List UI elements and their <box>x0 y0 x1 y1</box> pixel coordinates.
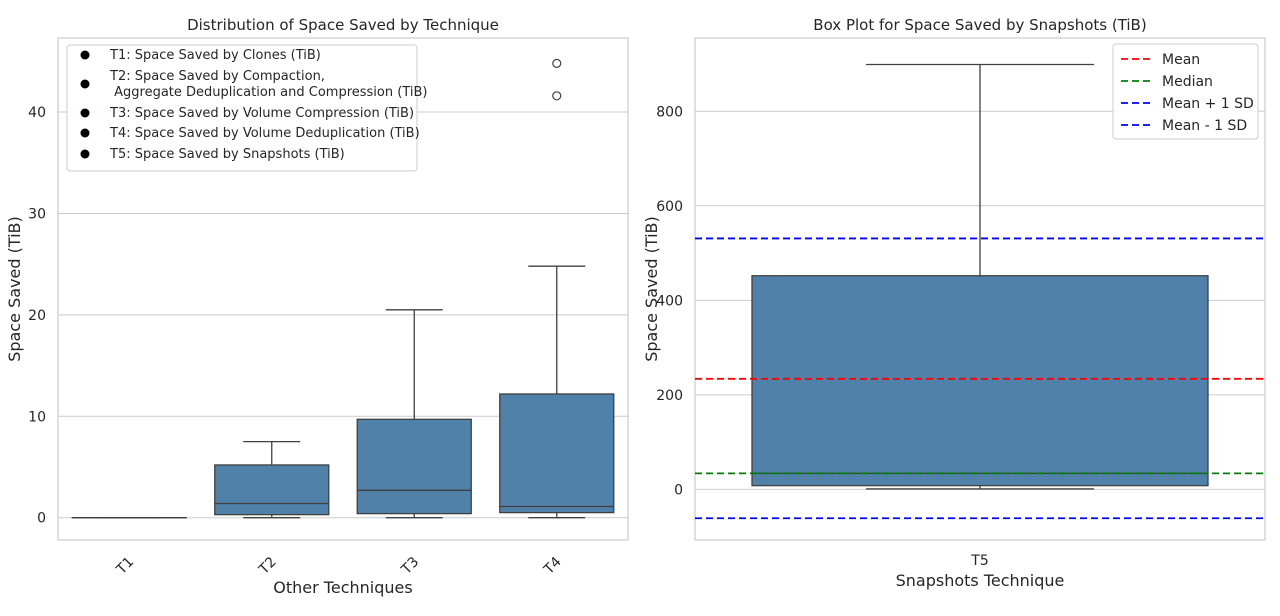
legend-label: Mean - 1 SD <box>1162 118 1247 134</box>
legend-label: T1: Space Saved by Clones (TiB) <box>109 48 321 63</box>
legend-marker <box>80 149 90 159</box>
y-tick-label: 40 <box>28 105 46 121</box>
y-tick-label: 0 <box>37 511 46 527</box>
y-tick-label: 20 <box>28 308 46 324</box>
y-tick-label: 400 <box>656 293 683 309</box>
y-tick-label: 0 <box>674 482 683 498</box>
panel-2: 0 200 400 600 800 T5 Box Plot for Space Saved … <box>642 16 1266 590</box>
legend-marker <box>80 79 90 89</box>
plot-frame <box>694 37 1266 541</box>
legend-label: T4: Space Saved by Volume Deduplication … <box>109 126 420 141</box>
x-tick-label: T4 <box>540 554 564 578</box>
x-axis-label: Snapshots Technique <box>896 571 1065 590</box>
box-T2 <box>214 440 330 519</box>
legend-label: T2: Space Saved by Compaction, <box>109 69 325 84</box>
legend: T1: Space Saved by Clones (TiB) T2: Space… <box>66 44 427 172</box>
legend: Mean Median Mean + 1 SD Mean - 1 SD <box>1112 43 1259 140</box>
y-tick-label: 30 <box>28 206 46 222</box>
legend-label: Aggregate Deduplication and Compression … <box>110 85 427 100</box>
box-T4 <box>499 58 615 519</box>
box-iqr <box>214 464 330 516</box>
x-tick-label: T3 <box>398 554 422 578</box>
y-tick-label: 600 <box>656 199 683 215</box>
legend-marker <box>80 128 90 138</box>
y-axis-label: Space Saved (TiB) <box>642 216 661 362</box>
legend-frame <box>66 44 418 172</box>
y-axis-label: Space Saved (TiB) <box>5 216 24 362</box>
legend-frame <box>1112 43 1259 140</box>
box-iqr <box>356 418 472 515</box>
x-tick-label: T1 <box>113 554 137 578</box>
legend-label: T5: Space Saved by Snapshots (TiB) <box>109 147 345 162</box>
legend-marker <box>80 50 90 60</box>
flier-point <box>552 91 562 101</box>
box-iqr <box>751 275 1209 487</box>
box-T5 <box>751 63 1209 490</box>
x-axis-label: Other Techniques <box>273 578 412 597</box>
legend-label: T3: Space Saved by Volume Compression (T… <box>109 106 414 121</box>
legend-label: Mean + 1 SD <box>1162 96 1254 112</box>
flier-point <box>552 58 562 68</box>
legend-label: Median <box>1162 74 1213 90</box>
y-tick-label: 10 <box>28 409 46 425</box>
plot-frame <box>57 37 629 541</box>
chart-title: Box Plot for Space Saved by Snapshots (T… <box>813 16 1146 34</box>
x-tick-label: T2 <box>255 554 279 578</box>
box-iqr <box>499 393 615 514</box>
chart-title: Distribution of Space Saved by Technique <box>187 16 499 34</box>
panel-1: 0 10 20 30 40 T1 T2 T3 T4 Distribution of Space S… <box>5 16 629 597</box>
y-tick-label: 200 <box>656 388 683 404</box>
y-tick-label: 800 <box>656 104 683 120</box>
legend-marker <box>80 108 90 118</box>
legend-label: Mean <box>1162 52 1200 68</box>
x-tick-label: T5 <box>970 553 988 569</box>
box-T3 <box>356 309 472 519</box>
